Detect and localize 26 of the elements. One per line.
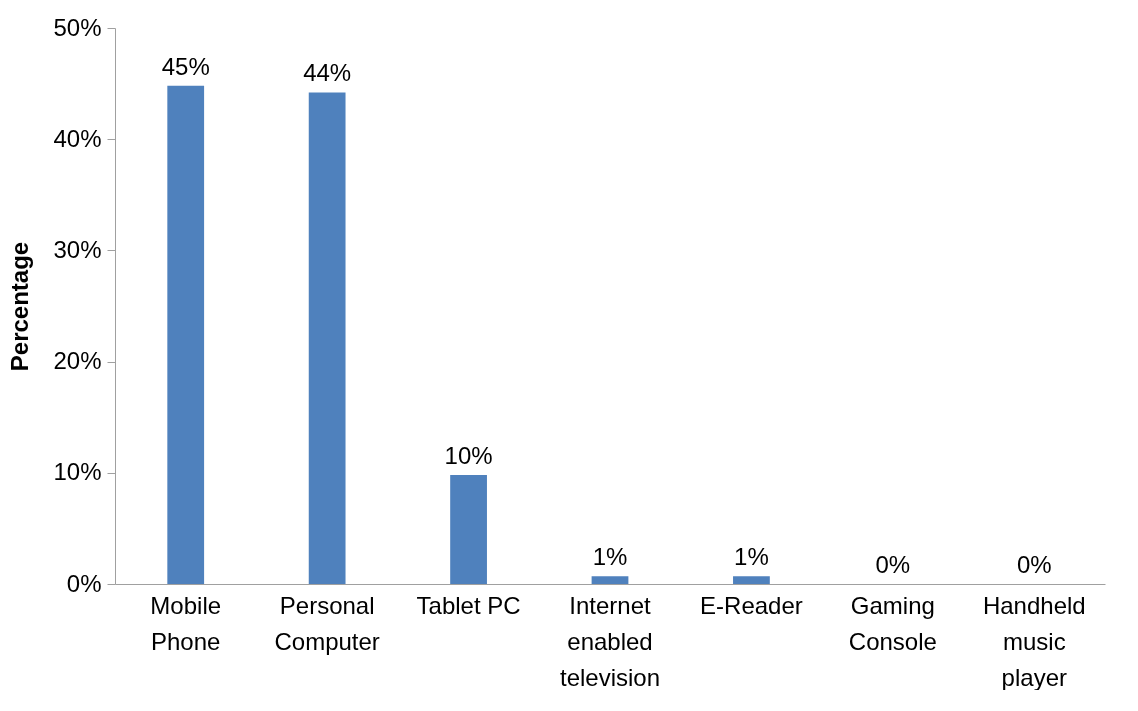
data-label: 10% [444,442,493,470]
data-label: 1% [592,543,628,571]
y-tick-label: 10% [53,458,102,486]
bar [733,576,770,584]
data-label: 0% [1016,551,1052,578]
bar [450,475,487,584]
x-tick-label: E-Reader [700,591,803,619]
data-label: 1% [734,543,769,571]
y-axis-title: Percentage [6,241,34,372]
data-label: 0% [875,551,911,578]
x-tick-label: Internet enabled television [559,591,661,691]
y-tick-label: 40% [53,124,102,152]
y-tick-label: 20% [53,347,102,375]
y-tick-label: 30% [53,235,102,263]
bar [308,92,346,584]
x-tick-label: Handheld music player [982,591,1086,691]
data-label: 44% [303,59,352,87]
x-tick-label: Gaming Console [848,591,937,655]
bar [591,576,629,584]
y-tick-label: 50% [53,13,102,41]
x-tick-label: Personal Computer [274,591,380,655]
x-tick-label: Mobile Phone [150,591,222,655]
bar [167,85,205,584]
x-tick-label: Tablet PC [416,591,521,619]
y-tick-label: 0% [66,569,102,597]
data-label: 45% [161,52,210,80]
